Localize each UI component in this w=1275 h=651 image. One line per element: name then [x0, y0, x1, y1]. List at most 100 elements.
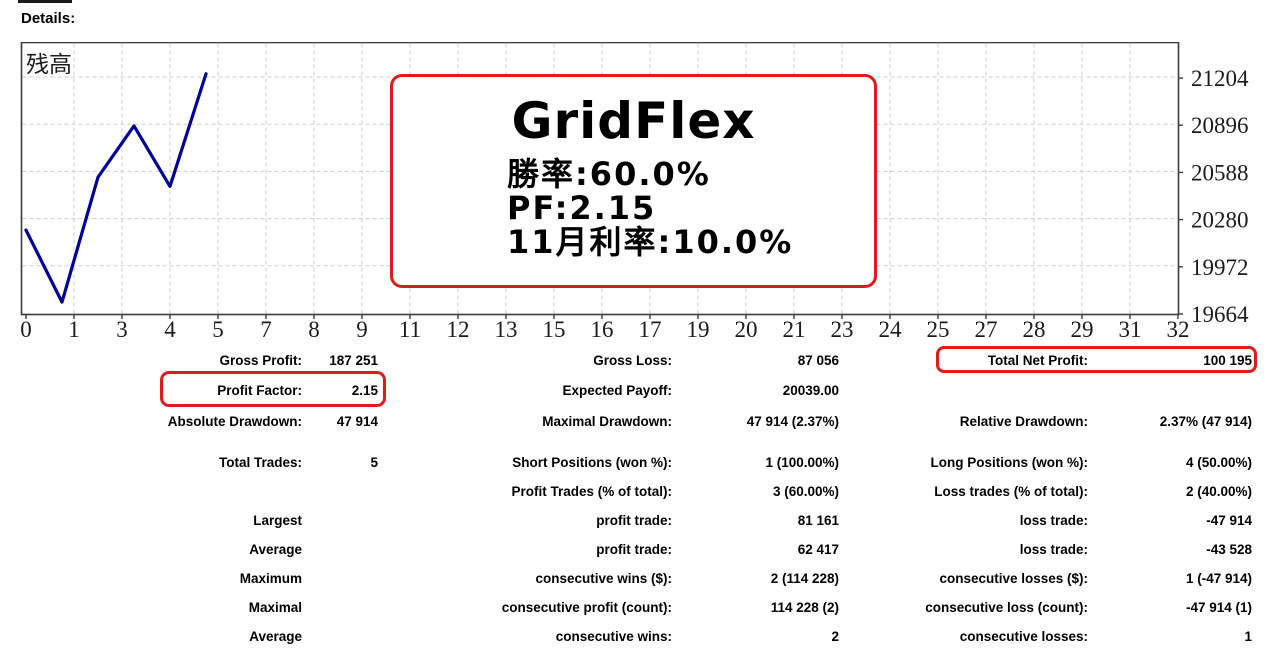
- x-axis-tick-label: 13: [495, 317, 518, 342]
- stat-label: Absolute Drawdown:: [167, 413, 302, 429]
- x-axis-tick-label: 4: [164, 317, 176, 342]
- x-axis-tick-label: 3: [116, 317, 128, 342]
- x-axis-tick-label: 24: [879, 317, 903, 342]
- stat-label: consecutive losses:: [959, 629, 1088, 644]
- x-axis-tick-label: 16: [591, 317, 614, 342]
- stat-value: 114 228 (2): [770, 600, 839, 615]
- highlight-profit-factor-box: [160, 371, 386, 407]
- stats-row: Maximal consecutive profit (count): 114 …: [0, 593, 1275, 622]
- stat-value: 2.15: [351, 382, 378, 398]
- stat-value: 2: [831, 629, 839, 644]
- x-axis-tick-label: 23: [831, 317, 854, 342]
- stat-label: consecutive loss (count):: [925, 600, 1088, 615]
- x-axis-tick-label: 7: [260, 317, 272, 342]
- stats-row: Profit Factor: 2.15 Expected Payoff: 200…: [0, 374, 1275, 406]
- stat-value: -43 528: [1206, 542, 1252, 557]
- stats-row: Gross Profit: 187 251 Gross Loss: 87 056…: [0, 346, 1275, 374]
- x-axis-tick-label: 0: [20, 317, 32, 342]
- stat-label: profit trade:: [596, 542, 672, 557]
- stat-value: 47 914 (2.37%): [746, 413, 839, 429]
- stat-label: Gross Loss:: [593, 352, 672, 368]
- balance-line-series: [24, 72, 208, 304]
- chart-tick-marks: [25, 77, 1183, 319]
- highlight-total-net-profit-box: [936, 346, 1257, 373]
- stat-label: consecutive wins ($):: [535, 571, 672, 586]
- stat-label: Total Trades:: [218, 455, 302, 470]
- x-axis-tick-label: 29: [1071, 317, 1094, 342]
- stat-label: Average: [249, 629, 302, 644]
- stat-label: Total Net Profit:: [987, 352, 1088, 368]
- annotation-monthly-return: 11月利率:10.0%: [507, 223, 794, 261]
- x-axis-tick-label: 5: [212, 317, 224, 342]
- x-axis-tick-label: 11: [399, 317, 421, 342]
- stats-row: Absolute Drawdown: 47 914 Maximal Drawdo…: [0, 406, 1275, 436]
- stat-value: 87 056: [797, 352, 839, 368]
- stat-value: 1: [1244, 629, 1252, 644]
- chart-series-label: 残高: [26, 52, 72, 78]
- x-axis-tick-labels: 0 1 3 4 5 7 8 9 11 12 13 15 16 17 19 20 21 23 24 25 27 28 29 31…: [20, 317, 1189, 342]
- stat-label: Profit Factor:: [217, 382, 302, 398]
- stat-value: 81 161: [797, 513, 839, 528]
- x-axis-tick-label: 8: [308, 317, 320, 342]
- stats-row: Profit Trades (% of total): 3 (60.00%) L…: [0, 477, 1275, 506]
- x-axis-tick-label: 31: [1119, 317, 1142, 342]
- x-axis-tick-label: 17: [639, 317, 662, 342]
- stats-row: Maximum consecutive wins ($): 2 (114 228…: [0, 564, 1275, 593]
- x-axis-tick-label: 20: [735, 317, 758, 342]
- annotation-stats: 勝率:60.0% PF:2.15 11月利率:10.0%: [507, 157, 874, 259]
- details-heading: Details:: [21, 10, 76, 27]
- stat-label: Gross Profit:: [219, 352, 302, 368]
- clipped-text-fragment: [18, 0, 72, 3]
- stat-label: loss trade:: [1019, 513, 1088, 528]
- stat-value: 2 (114 228): [770, 571, 839, 586]
- annotation-title: GridFlex: [511, 92, 756, 150]
- stat-label: Long Positions (won %):: [930, 455, 1088, 470]
- stat-label: Relative Drawdown:: [959, 413, 1088, 429]
- stat-value: 1 (-47 914): [1185, 571, 1252, 586]
- x-axis-tick-label: 1: [68, 317, 80, 342]
- stat-value: 62 417: [797, 542, 839, 557]
- stat-value: 2 (40.00%): [1185, 484, 1252, 499]
- y-axis-tick-label: 20280: [1191, 208, 1249, 233]
- y-axis-tick-label: 19972: [1191, 255, 1249, 280]
- stat-label: Average: [249, 542, 302, 557]
- x-axis-tick-label: 15: [543, 317, 566, 342]
- x-axis-tick-label: 28: [1023, 317, 1046, 342]
- stat-value: 187 251: [329, 352, 378, 368]
- stat-label: Largest: [253, 513, 302, 528]
- stats-row: Largest profit trade: 81 161 loss trade:…: [0, 506, 1275, 535]
- stat-value: 100 195: [1203, 352, 1252, 368]
- y-axis-tick-labels: 21204 20896 20588 20280 19972 19664: [1191, 66, 1249, 327]
- stat-label: Loss trades (% of total):: [934, 484, 1088, 499]
- stat-value: 20039.00: [782, 382, 839, 398]
- stat-label: Maximal Drawdown:: [542, 413, 672, 429]
- stat-value: 4 (50.00%): [1185, 455, 1252, 470]
- stats-row: Average profit trade: 62 417 loss trade:…: [0, 535, 1275, 564]
- stat-label: Profit Trades (% of total):: [511, 484, 672, 499]
- stat-label: Maximum: [239, 571, 302, 586]
- stat-label: Expected Payoff:: [562, 382, 672, 398]
- y-axis-tick-label: 20896: [1191, 113, 1249, 138]
- stat-label: consecutive losses ($):: [939, 571, 1088, 586]
- stat-label: consecutive profit (count):: [501, 600, 672, 615]
- stat-value: -47 914 (1): [1185, 600, 1252, 615]
- x-axis-tick-label: 12: [447, 317, 470, 342]
- stats-table: Gross Profit: 187 251 Gross Loss: 87 056…: [0, 346, 1275, 651]
- annotation-win-rate: 勝率:60.0%: [507, 155, 711, 193]
- stat-value: 2.37% (47 914): [1159, 413, 1252, 429]
- stat-label: profit trade:: [596, 513, 672, 528]
- balance-line: [24, 72, 208, 304]
- annotation-box: GridFlex 勝率:60.0% PF:2.15 11月利率:10.0%: [390, 74, 877, 288]
- x-axis-tick-label: 9: [356, 317, 368, 342]
- y-axis-tick-label: 19664: [1191, 302, 1249, 327]
- x-axis-tick-label: 32: [1167, 317, 1190, 342]
- stat-value: 47 914: [336, 413, 378, 429]
- stats-row: Total Trades: 5 Short Positions (won %):…: [0, 448, 1275, 477]
- y-axis-tick-label: 21204: [1191, 66, 1249, 91]
- stat-label: consecutive wins:: [555, 629, 672, 644]
- x-axis-tick-label: 19: [687, 317, 710, 342]
- stat-value: 1 (100.00%): [765, 455, 839, 470]
- stat-value: -47 914: [1206, 513, 1252, 528]
- y-axis-tick-label: 20588: [1191, 160, 1249, 185]
- x-axis-tick-label: 21: [783, 317, 806, 342]
